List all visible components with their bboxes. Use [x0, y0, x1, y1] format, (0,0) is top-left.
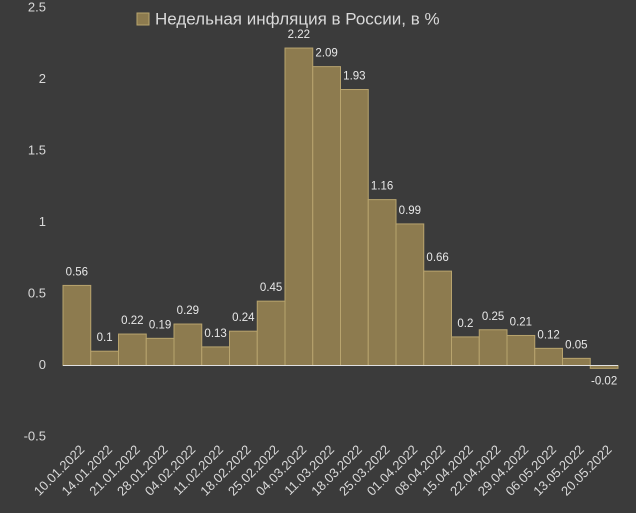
bar: [367, 199, 397, 366]
bar: [423, 270, 452, 366]
data-label: 0.22: [121, 315, 143, 327]
bar: [201, 346, 230, 367]
data-label: 0.29: [177, 305, 199, 317]
data-label: 2.09: [315, 48, 337, 60]
bar: [478, 329, 508, 366]
y-tick-label: 2: [39, 71, 46, 86]
data-label: 0.56: [66, 266, 88, 278]
y-tick-label: 1.5: [28, 142, 46, 157]
bar: [284, 47, 314, 366]
bar: [340, 89, 369, 366]
legend-swatch: [136, 12, 150, 26]
data-label: 0.1: [97, 332, 113, 344]
bar: [312, 66, 341, 366]
bar: [506, 334, 536, 367]
bar: [395, 223, 425, 366]
data-label: -0.02: [591, 375, 617, 387]
bar: [562, 357, 591, 367]
bar: [173, 323, 203, 366]
legend-label: Недельная инфляция в России, в %: [155, 9, 440, 28]
data-label: 0.25: [482, 311, 504, 323]
data-label: 0.13: [204, 328, 226, 340]
data-label: 1.16: [371, 181, 393, 193]
y-tick-label: 1: [39, 214, 46, 229]
bar: [118, 333, 147, 367]
data-label: 0.45: [260, 282, 282, 294]
bar: [90, 350, 119, 367]
bar: [256, 300, 286, 366]
data-label: 0.21: [510, 317, 532, 329]
y-tick-label: -0.5: [24, 428, 46, 443]
y-tick-label: 0.5: [28, 285, 46, 300]
bar: [534, 347, 563, 366]
data-label: 0.19: [149, 319, 171, 331]
y-tick-label: 0: [39, 357, 46, 372]
bar: [451, 336, 480, 366]
bar: [62, 284, 92, 367]
data-label: 0.05: [565, 339, 587, 351]
data-label: 0.99: [399, 205, 421, 217]
data-label: 0.66: [426, 252, 448, 264]
data-label: 0.2: [457, 318, 473, 330]
bar: [145, 337, 175, 366]
data-label: 0.12: [537, 329, 559, 341]
bar: [229, 330, 258, 366]
data-label: 0.24: [232, 312, 255, 324]
y-tick-label: 2.5: [28, 0, 46, 14]
data-label: 1.93: [343, 71, 365, 83]
data-label: 2.22: [288, 29, 310, 41]
